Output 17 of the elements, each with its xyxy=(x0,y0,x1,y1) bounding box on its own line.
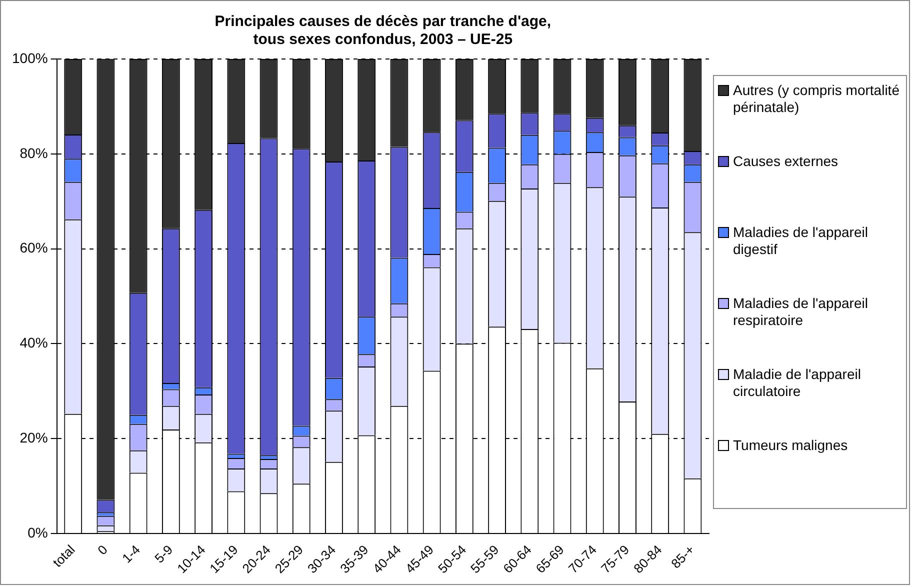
y-tick-label: 40% xyxy=(20,334,48,351)
legend-label: Maladies de l'appareil digestif xyxy=(733,224,869,258)
y-tick-label: 20% xyxy=(20,429,48,446)
legend-label: Maladies de l'appareil respiratoire xyxy=(733,295,869,329)
x-tick-label: 85-+ xyxy=(668,542,698,572)
x-tick-label: 0 xyxy=(94,542,110,558)
legend-label: Maladie de l'appareil circulatoire xyxy=(733,366,862,400)
chart-title: Principales causes de décès par tranche d'age, tous sexes confondus, 2003 – UE-25 xyxy=(214,13,552,48)
y-tick-label: 0% xyxy=(28,524,48,540)
y-tick-label: 100% xyxy=(12,50,48,66)
y-tick-label: 60% xyxy=(20,240,48,256)
text: Tumeurs malignes xyxy=(733,437,848,454)
legend-label: Causes externes xyxy=(733,153,838,170)
y-tick-label: 80% xyxy=(20,144,48,161)
x-tick-label: 1-4 xyxy=(119,542,143,566)
x-tick-label: 5-9 xyxy=(152,542,176,566)
legend-label: Autres (y compris mortalité périnatale) xyxy=(733,82,900,116)
